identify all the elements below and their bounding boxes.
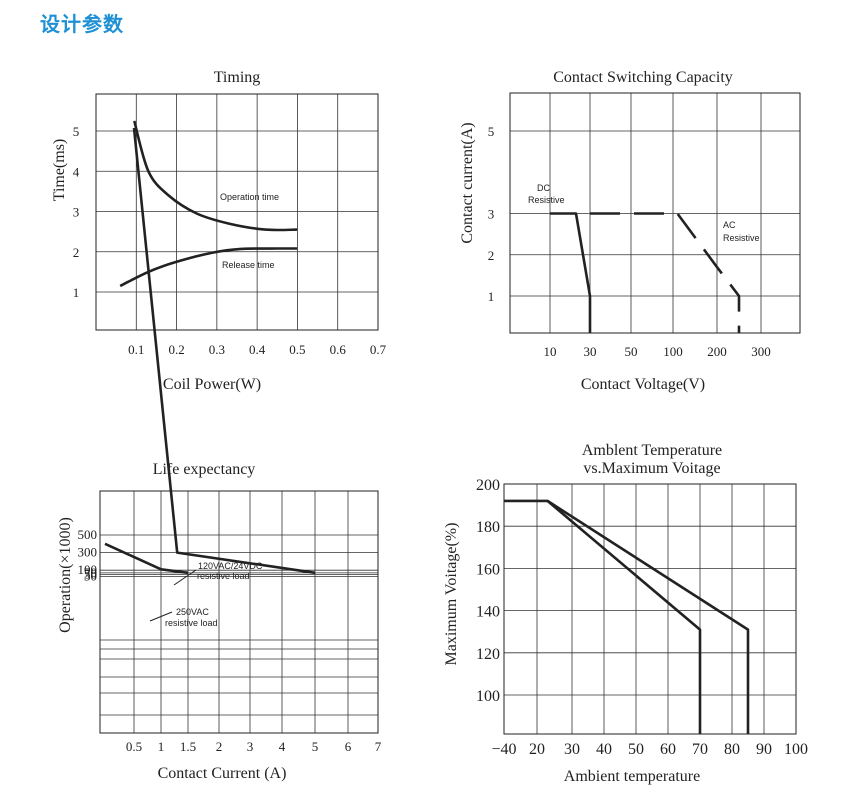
- ambient-x-tick: 60: [660, 741, 676, 758]
- capacity-annotation-ac: AC: [723, 220, 736, 230]
- timing-y-tick: 2: [73, 245, 80, 260]
- capacity-x-tick: 200: [707, 344, 727, 359]
- timing-y-tick: 1: [73, 285, 80, 300]
- ambient-series-upper: [504, 499, 750, 734]
- ambient-title: vs.Maximum Voitage: [583, 460, 720, 477]
- ambient-y-tick: 140: [476, 604, 500, 621]
- capacity-xlabel: Contact Voltage(V): [581, 376, 705, 393]
- life-grid: [100, 491, 378, 733]
- capacity-annotation-ac: Resistive: [723, 233, 760, 243]
- timing-x-tick: 0.3: [209, 342, 225, 357]
- timing-y-tick: 3: [73, 205, 80, 220]
- ambient-ylabel: Maximum Voitage(%): [443, 523, 460, 666]
- ambient-frame: [503, 483, 797, 735]
- ambient-y-tick: 200: [476, 477, 500, 494]
- life-annotation-250vac: resistive load: [165, 618, 218, 628]
- life-x-tick: 3: [247, 739, 254, 754]
- life-x-tick: 7: [375, 739, 382, 754]
- life-x-tick: 1: [158, 739, 165, 754]
- timing-grid: [96, 94, 378, 330]
- capacity-frame: [509, 92, 801, 334]
- capacity-x-tick: 30: [584, 344, 597, 359]
- capacity-title: Contact Switching Capacity: [553, 69, 733, 86]
- ambient-y-tick: 180: [476, 519, 500, 536]
- life-y-tick: 70: [84, 565, 97, 580]
- timing-x-tick: 0.4: [249, 342, 266, 357]
- life-annotation-leader: [149, 611, 173, 622]
- life-y-tick: 50: [84, 567, 97, 582]
- ambient-grid: [504, 484, 796, 734]
- capacity-ylabel: Contact current(A): [459, 122, 476, 243]
- capacity-y-tick: 2: [488, 248, 495, 263]
- timing-title: Timing: [214, 69, 261, 86]
- life-annotation-120vac: resistive load: [197, 571, 250, 581]
- life-series-250vac: [104, 542, 189, 575]
- ambient-x-tick: 50: [628, 741, 644, 758]
- life-title: Life expectancy: [153, 461, 256, 478]
- capacity-x-tick: 10: [544, 344, 557, 359]
- life-y-tick: 30: [84, 568, 97, 583]
- capacity-y-tick: 5: [488, 124, 495, 139]
- capacity-annotation-dc: DC: [537, 183, 550, 193]
- capacity-x-tick: 50: [625, 344, 638, 359]
- life-xlabel: Contact Current (A): [158, 765, 287, 782]
- life-x-tick: 1.5: [180, 739, 196, 754]
- life-annotation-250vac: 250VAC: [176, 607, 209, 617]
- ambient-x-tick: 90: [756, 741, 772, 758]
- ambient-y-tick: 120: [476, 646, 500, 663]
- life-x-tick: 6: [345, 739, 352, 754]
- life-x-tick: 4: [279, 739, 286, 754]
- capacity-y-tick: 1: [488, 289, 495, 304]
- capacity-x-tick: 100: [663, 344, 683, 359]
- life-frame: [99, 490, 379, 734]
- timing-x-tick: 0.7: [370, 342, 387, 357]
- life-annotation-120vac: 120VAC/24VDC: [198, 561, 263, 571]
- capacity-y-tick: 3: [488, 207, 495, 222]
- timing-frame: [95, 93, 379, 331]
- life-x-tick: 2: [216, 739, 223, 754]
- life-y-tick: 300: [78, 545, 98, 560]
- ambient-series-lower: [546, 499, 702, 734]
- timing-x-tick: 0.1: [128, 342, 144, 357]
- timing-y-tick: 4: [73, 164, 80, 179]
- ambient-x-tick: 20: [529, 741, 545, 758]
- life-y-tick: 100: [78, 562, 98, 577]
- ambient-y-tick: 100: [476, 688, 500, 705]
- timing-x-tick: 0.6: [330, 342, 347, 357]
- ambient-x-tick: 70: [692, 741, 708, 758]
- timing-annotation-release: Release time: [222, 260, 275, 270]
- ambient-y-tick: 160: [476, 561, 500, 578]
- timing-series-operation: [133, 120, 298, 232]
- ambient-title: Amblent Temperature: [582, 442, 722, 459]
- capacity-series-ac: [590, 212, 741, 334]
- capacity-x-tick: 300: [751, 344, 771, 359]
- life-series-120vac: [132, 127, 316, 575]
- ambient-x-tick: 80: [724, 741, 740, 758]
- timing-annotation-operation: Operation time: [220, 192, 279, 202]
- page-title: 设计参数: [40, 12, 124, 36]
- timing-xlabel: Coil Power(W): [163, 376, 261, 393]
- life-y-tick: 500: [78, 527, 98, 542]
- ambient-x-tick: 30: [564, 741, 580, 758]
- timing-x-tick: 0.5: [289, 342, 305, 357]
- life-annotation-leader: [173, 569, 197, 586]
- ambient-xlabel: Ambient temperature: [564, 768, 700, 785]
- ambient-x-tick: 40: [596, 741, 612, 758]
- ambient-x-tick: −40: [491, 741, 516, 758]
- timing-x-tick: 0.2: [168, 342, 184, 357]
- capacity-annotation-dc: Resistive: [528, 195, 565, 205]
- life-x-tick: 0.5: [126, 739, 142, 754]
- ambient-x-tick: 100: [784, 741, 808, 758]
- life-ylabel: Operation(×1000): [57, 517, 74, 633]
- capacity-series-dc: [550, 212, 592, 334]
- life-x-tick: 5: [312, 739, 319, 754]
- timing-ylabel: Time(ms): [51, 139, 68, 202]
- timing-y-tick: 5: [73, 124, 80, 139]
